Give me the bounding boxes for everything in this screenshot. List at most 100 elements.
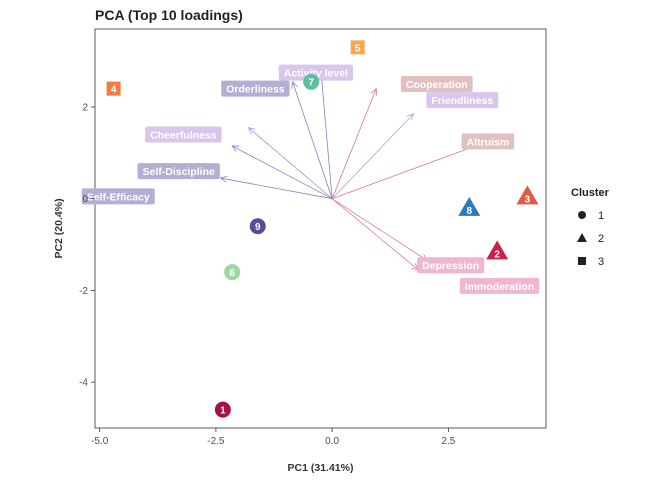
- loading-label-text: Cooperation: [406, 79, 468, 91]
- loading-label-7: Self-Efficacy: [81, 188, 155, 205]
- loading-label-box: [278, 64, 353, 81]
- point-2: 2: [486, 240, 509, 260]
- loading-label-text: Altruism: [467, 136, 510, 148]
- legend-item-1: 1: [578, 210, 604, 222]
- y-tick-label: -2: [79, 286, 88, 297]
- y-axis-ticks: -4 -2 0 2: [79, 102, 95, 389]
- loading-arrow-5: [248, 127, 333, 199]
- x-tick-label: -5.0: [91, 436, 109, 447]
- loading-label-0: Activity level: [278, 64, 353, 81]
- point-label: 3: [525, 194, 531, 205]
- loading-label-6: Self-Discipline: [137, 163, 220, 180]
- legend-item-2: 2: [577, 233, 604, 245]
- legend-title: Cluster: [571, 187, 610, 199]
- legend-label: 3: [598, 256, 604, 268]
- loading-label-3: Friendliness: [426, 92, 499, 109]
- point-marker-square: [350, 40, 365, 55]
- legend-item-3: 3: [578, 256, 604, 268]
- plot-panel: [94, 28, 547, 429]
- point-marker-circle: [224, 264, 241, 281]
- point-marker-circle: [303, 73, 320, 90]
- point-5: 5: [350, 40, 365, 55]
- point-marker-circle: [214, 401, 231, 418]
- loading-arrow-1: [292, 81, 333, 199]
- loading-label-box: [137, 163, 220, 180]
- point-9: 9: [249, 218, 266, 235]
- loading-label-text: Self-Efficacy: [87, 191, 150, 203]
- loading-arrowhead-1: [291, 80, 298, 89]
- x-axis-ticks: -5.0 -2.5 0.0 2.5: [91, 428, 456, 447]
- legend-label: 2: [598, 233, 604, 245]
- loading-label-9: Immoderation: [459, 277, 540, 294]
- loading-label-text: Immoderation: [465, 281, 534, 293]
- point-8: 8: [458, 196, 481, 217]
- loading-arrows: [219, 64, 489, 271]
- loading-arrowhead-5: [247, 127, 256, 135]
- loading-label-box: [145, 126, 222, 143]
- legend: Cluster 1 2 3: [571, 187, 610, 268]
- point-marker-triangle: [458, 196, 481, 216]
- point-marker-square: [106, 81, 121, 96]
- point-3: 3: [516, 185, 539, 205]
- point-6: 6: [224, 264, 241, 281]
- legend-label: 1: [598, 210, 604, 222]
- loading-label-2: Cooperation: [400, 76, 473, 93]
- point-label: 6: [229, 268, 235, 279]
- legend-triangle-key: [577, 233, 587, 242]
- loading-arrowhead-7: [219, 175, 228, 183]
- loading-arrowhead-6: [231, 145, 240, 152]
- point-7: 7: [303, 73, 320, 90]
- observation-points: 1 6 9 7 8 2 3 4 5: [106, 40, 539, 418]
- point-label: 1: [220, 406, 226, 417]
- loading-arrowhead-2: [370, 87, 378, 96]
- loading-labels: Activity level Orderliness Cooperation Frie…: [81, 64, 540, 294]
- y-tick-label: -4: [79, 378, 88, 389]
- loading-arrowhead-3: [406, 113, 415, 121]
- loading-arrow-4: [331, 140, 489, 200]
- point-label: 4: [111, 85, 117, 96]
- loading-label-5: Cheerfulness: [145, 126, 222, 143]
- loading-arrow-3: [331, 113, 414, 199]
- x-tick-label: 0.0: [325, 436, 339, 447]
- loading-label-8: Depression: [417, 257, 485, 274]
- loading-arrow-9: [331, 198, 428, 261]
- loading-label-text: Depression: [422, 260, 479, 272]
- point-marker-triangle: [516, 185, 539, 205]
- point-marker-circle: [249, 218, 266, 235]
- x-tick-label: 2.5: [441, 436, 455, 447]
- loading-arrow-8: [331, 198, 419, 271]
- loading-label-text: Orderliness: [226, 84, 285, 96]
- loading-arrow-6: [231, 145, 333, 200]
- loading-label-text: Self-Discipline: [143, 166, 216, 178]
- loading-label-text: Activity level: [284, 68, 348, 80]
- loading-label-text: Friendliness: [431, 95, 493, 107]
- loading-arrow-7: [220, 177, 333, 200]
- chart-title: PCA (Top 10 loadings): [95, 7, 243, 23]
- y-axis-title: PC2 (20.4%): [53, 198, 65, 258]
- legend-circle-key: [578, 211, 586, 219]
- y-tick-label: 0: [82, 194, 88, 205]
- loading-label-box: [459, 277, 540, 294]
- loading-label-box: [400, 76, 473, 93]
- point-label: 2: [494, 249, 500, 260]
- y-tick-label: 2: [82, 102, 88, 113]
- loading-label-box: [417, 257, 485, 274]
- loading-label-1: Orderliness: [221, 80, 290, 97]
- point-label: 5: [355, 43, 361, 54]
- point-label: 9: [255, 222, 261, 233]
- loading-label-box: [221, 80, 290, 97]
- loading-label-box: [81, 188, 155, 205]
- point-label: 7: [308, 78, 314, 89]
- x-axis-title: PC1 (31.41%): [288, 462, 354, 474]
- point-4: 4: [106, 81, 121, 96]
- legend-square-key: [578, 257, 586, 265]
- loading-arrow-0: [320, 65, 333, 199]
- point-marker-triangle: [486, 240, 509, 260]
- point-label: 8: [467, 206, 473, 217]
- loading-label-box: [461, 133, 515, 150]
- x-tick-label: -2.5: [207, 436, 225, 447]
- loading-label-box: [426, 92, 499, 109]
- loading-arrow-2: [331, 88, 377, 199]
- point-1: 1: [214, 401, 231, 418]
